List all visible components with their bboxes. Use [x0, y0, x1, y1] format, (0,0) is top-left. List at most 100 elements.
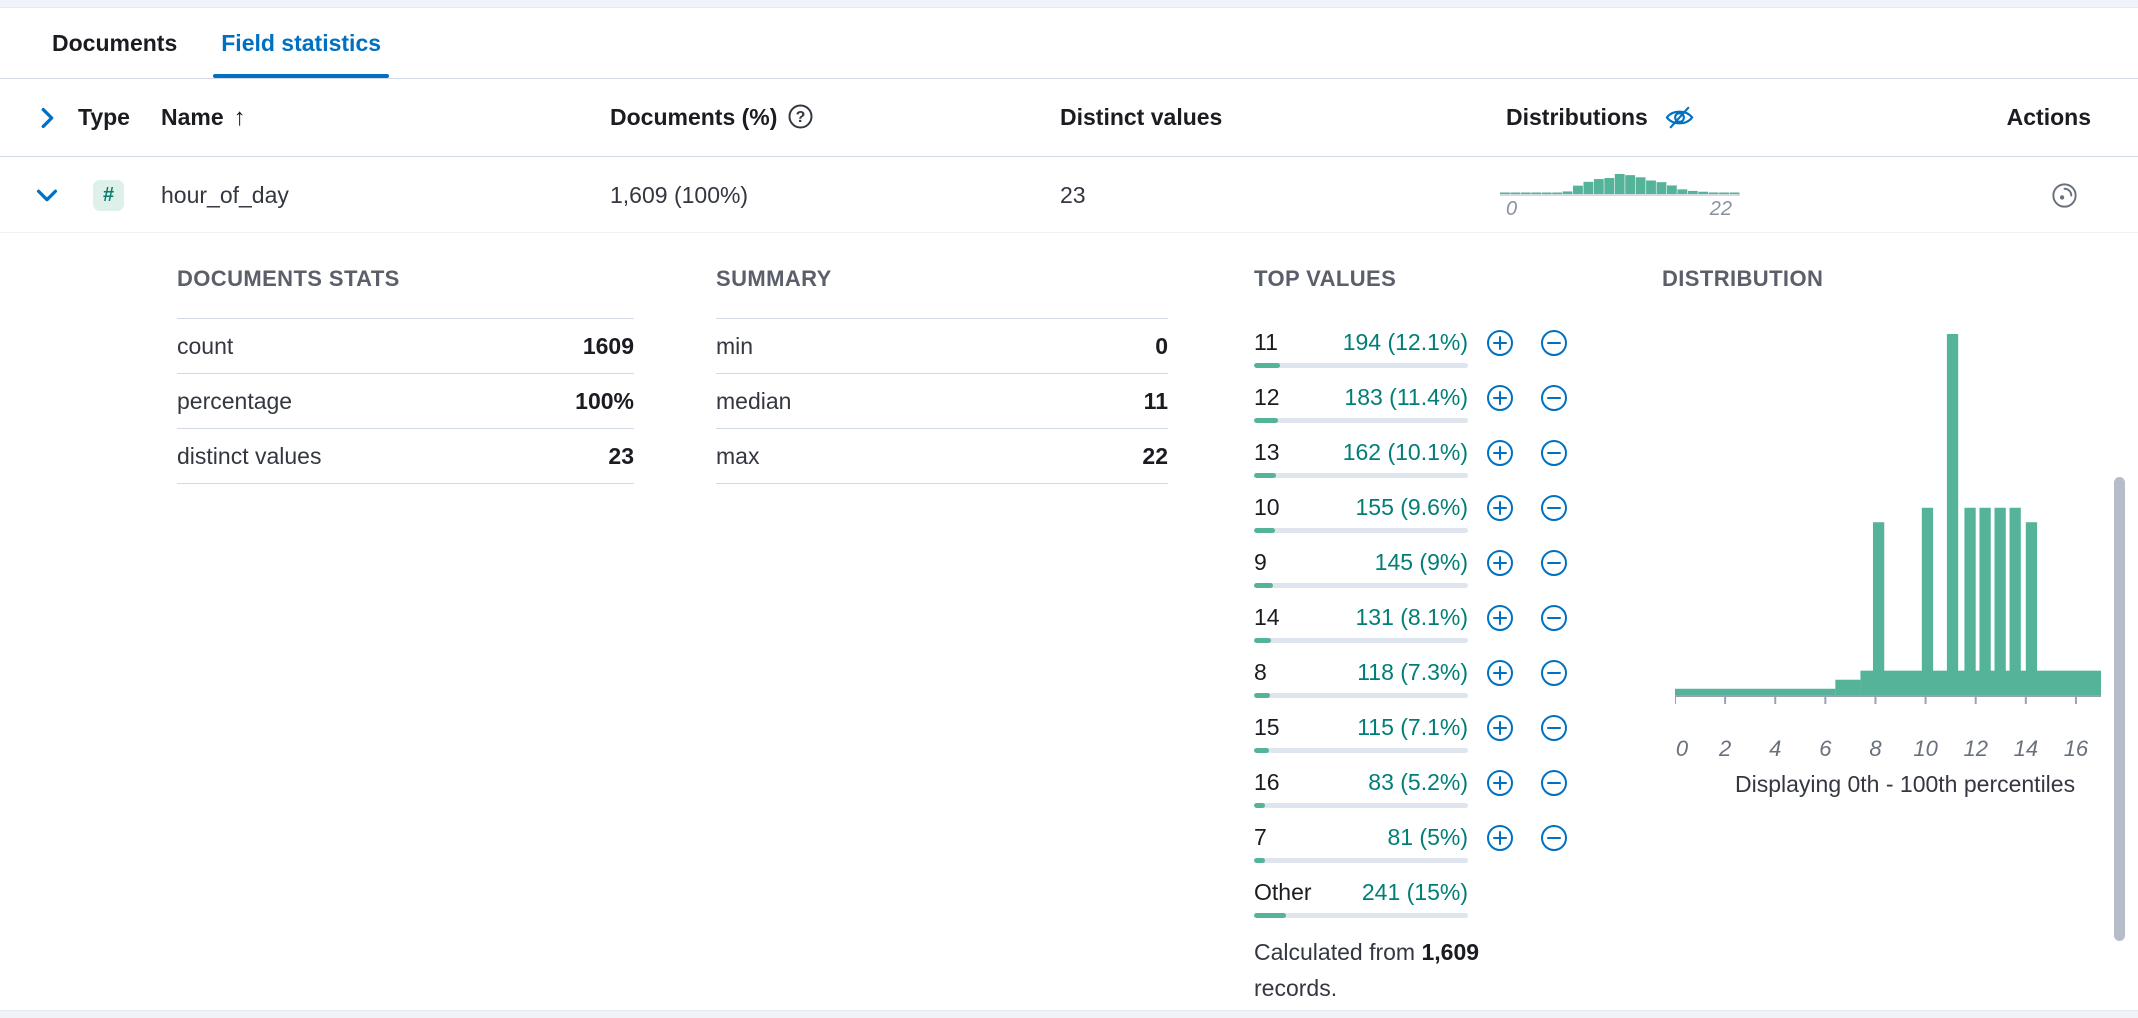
column-header-documents[interactable]: Documents (%) ? — [610, 79, 814, 156]
top-value-row: 16 83 (5.2%) — [1254, 767, 1584, 822]
top-value-row: 11 194 (12.1%) — [1254, 327, 1584, 382]
top-value-row: 13 162 (10.1%) — [1254, 437, 1584, 492]
minus-in-circle-icon[interactable] — [1539, 493, 1569, 523]
plus-in-circle-icon[interactable] — [1485, 713, 1515, 743]
top-value-row: 12 183 (11.4%) — [1254, 382, 1584, 437]
plus-in-circle-icon[interactable] — [1485, 383, 1515, 413]
minus-in-circle-icon[interactable] — [1539, 823, 1569, 853]
column-header-type[interactable]: Type — [78, 104, 130, 130]
minus-in-circle-icon[interactable] — [1539, 603, 1569, 633]
expand-all-button[interactable] — [29, 100, 65, 136]
stat-value: 1609 — [582, 332, 634, 359]
top-value-label: 9 — [1254, 549, 1267, 575]
stat-value: 22 — [1142, 442, 1168, 469]
top-value-row: 7 81 (5%) — [1254, 822, 1584, 877]
plus-in-circle-icon[interactable] — [1485, 548, 1515, 578]
distribution-title: DISTRIBUTION — [1662, 266, 1824, 291]
minus-in-circle-icon[interactable] — [1539, 713, 1569, 743]
tab-bar: Documents Field statistics — [52, 8, 389, 78]
distribution-bar — [1872, 522, 1885, 696]
stat-value: 23 — [608, 442, 634, 469]
sparkline-bar — [1604, 177, 1615, 194]
minus-in-circle-icon[interactable] — [1539, 658, 1569, 688]
sparkline-bar — [1719, 192, 1729, 194]
column-header-distributions-label: Distributions — [1506, 104, 1648, 130]
sparkline-min-label: 0 — [1506, 197, 1518, 220]
distinct-values-count: 23 — [1060, 181, 1086, 208]
top-value-bar — [1254, 858, 1468, 863]
sparkline-bar — [1698, 191, 1709, 194]
top-value-label: 8 — [1254, 659, 1267, 685]
sparkline-bar — [1562, 190, 1573, 194]
x-axis-tick-label: 8 — [1869, 736, 1882, 761]
top-value-label: 12 — [1254, 384, 1280, 410]
top-value-count: 162 (10.1%) — [1342, 439, 1468, 465]
minus-in-circle-icon[interactable] — [1539, 383, 1569, 413]
plus-in-circle-icon[interactable] — [1485, 603, 1515, 633]
top-value-count: 145 (9%) — [1374, 549, 1468, 575]
question-in-circle-icon[interactable]: ? — [787, 103, 814, 130]
sparkline-max-label: 22 — [1709, 197, 1732, 220]
eye-slash-icon[interactable] — [1664, 102, 1695, 133]
minus-in-circle-icon[interactable] — [1539, 548, 1569, 578]
plus-in-circle-icon[interactable] — [1485, 438, 1515, 468]
documents-stats-section: DOCUMENTS STATS count 1609 percentage 100% d… — [177, 266, 634, 484]
bottom-strip — [0, 1010, 2138, 1018]
tab-documents[interactable]: Documents — [52, 29, 178, 56]
minus-in-circle-icon[interactable] — [1539, 768, 1569, 798]
top-value-count: 118 (7.3%) — [1357, 659, 1468, 685]
sparkline-bar — [1625, 174, 1636, 194]
column-header-distinct-values[interactable]: Distinct values — [1060, 104, 1223, 130]
distribution-section: DISTRIBUTION 0 2 4 6 8 10 12 14 16 Displaying 0t… — [1662, 266, 2107, 797]
number-type-badge: # — [93, 179, 124, 211]
distribution-bar — [1835, 679, 1861, 696]
sparkline-bar — [1614, 173, 1625, 194]
stat-label: median — [716, 387, 792, 414]
vertical-scrollbar-thumb[interactable] — [2114, 477, 2125, 941]
top-value-row: 8 118 (7.3%) — [1254, 657, 1584, 712]
stat-label: distinct values — [177, 442, 322, 469]
distribution-bar — [1921, 507, 1934, 696]
top-strip — [0, 0, 2138, 8]
top-value-count: 194 (12.1%) — [1342, 329, 1468, 355]
row-action-button[interactable] — [2047, 178, 2081, 212]
stat-label: count — [177, 332, 234, 359]
table-header-row: Type Name ↑ Documents (%) ? Distinct val… — [0, 79, 2138, 157]
top-value-row: 10 155 (9.6%) — [1254, 492, 1584, 547]
sparkline-bar — [1541, 192, 1552, 194]
top-value-bar — [1254, 583, 1468, 588]
sparkline-bar — [1593, 178, 1604, 194]
top-values-footnote: Calculated from 1,609 records. — [1254, 939, 1480, 1001]
stats-row: median 11 — [716, 374, 1168, 429]
column-header-name[interactable]: Name ↑ — [161, 79, 246, 156]
x-axis-tick-label: 6 — [1819, 736, 1832, 761]
top-value-bar — [1254, 913, 1468, 918]
sparkline-bar — [1510, 192, 1521, 194]
sort-ascending-icon: ↑ — [233, 103, 246, 131]
top-value-count: 241 (15%) — [1361, 879, 1468, 905]
documents-stats-title: DOCUMENTS STATS — [177, 266, 400, 291]
plus-in-circle-icon[interactable] — [1485, 768, 1515, 798]
plus-in-circle-icon[interactable] — [1485, 328, 1515, 358]
minus-in-circle-icon[interactable] — [1539, 438, 1569, 468]
plus-in-circle-icon[interactable] — [1485, 823, 1515, 853]
tab-field-statistics[interactable]: Field statistics — [213, 8, 389, 78]
stats-row: max 22 — [716, 429, 1168, 484]
column-header-distributions: Distributions — [1506, 79, 1695, 156]
distribution-chart: 0 2 4 6 8 10 12 14 16 — [1675, 334, 2101, 761]
top-value-label: 13 — [1254, 439, 1280, 465]
plus-in-circle-icon[interactable] — [1485, 493, 1515, 523]
x-axis-tick-label: 12 — [1963, 736, 1987, 761]
top-value-row: 15 115 (7.1%) — [1254, 712, 1584, 767]
top-value-label: 10 — [1254, 494, 1280, 520]
top-value-count: 131 (8.1%) — [1355, 604, 1468, 630]
distribution-bar — [2009, 507, 2021, 696]
minus-in-circle-icon[interactable] — [1539, 328, 1569, 358]
column-header-documents-label: Documents (%) — [610, 104, 778, 130]
top-value-bar — [1254, 528, 1468, 533]
x-axis-tick-label: 16 — [2064, 736, 2089, 761]
plus-in-circle-icon[interactable] — [1485, 658, 1515, 688]
top-value-row: 9 145 (9%) — [1254, 547, 1584, 602]
top-value-label: 14 — [1254, 604, 1280, 630]
collapse-row-button[interactable] — [29, 177, 65, 213]
